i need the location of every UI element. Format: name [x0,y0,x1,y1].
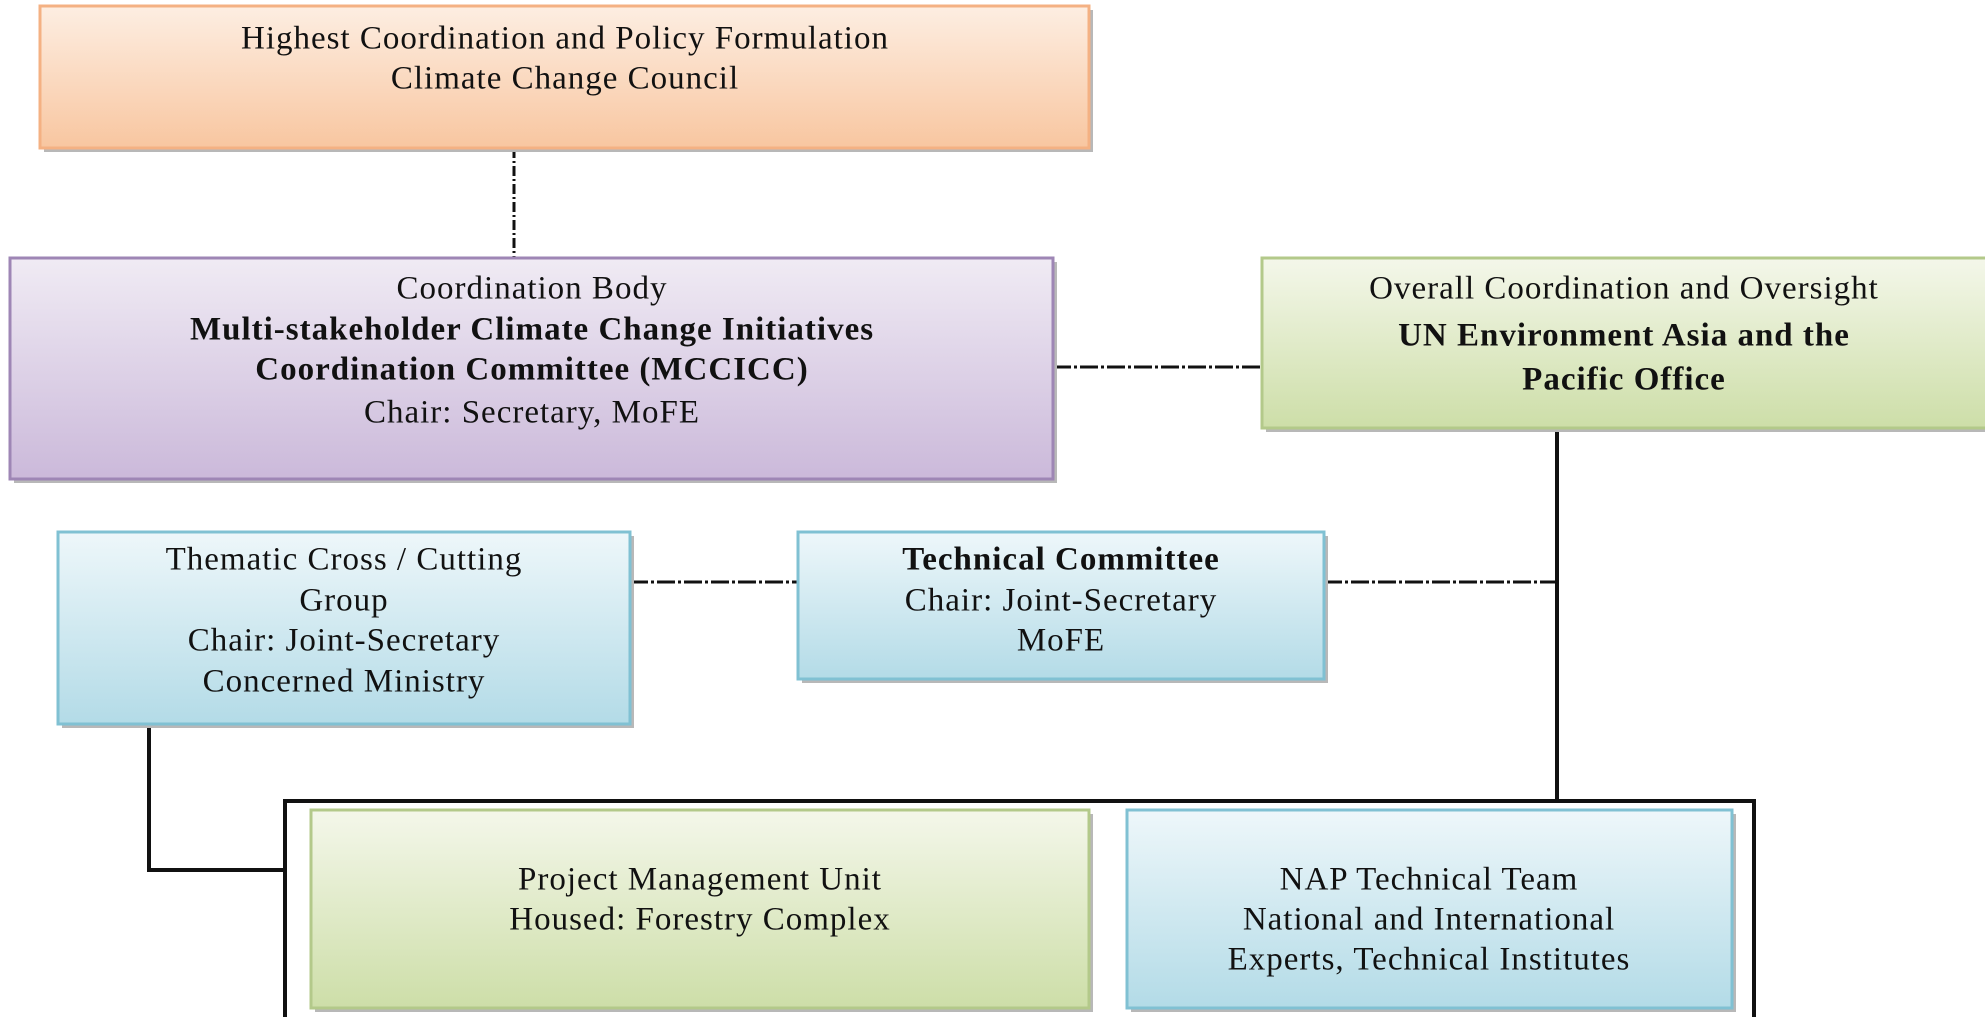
box-un: Overall Coordination and Oversight UN En… [1260,256,1985,432]
box-council: Highest Coordination and Policy Formulat… [38,4,1093,152]
box-mccicc: Coordination Body Multi-stakeholder Clim… [8,256,1057,483]
box-text: MoFE [1017,623,1105,659]
box-text: Chair: Joint-Secretary [905,583,1218,619]
box-text: Chair: Joint-Secretary [188,623,501,659]
group-frame [283,799,1756,1017]
box-text: National and International [1243,902,1615,938]
box-pmu: Project Management Unit Housed: Forestry… [309,808,1093,1012]
box-text: UN Environment Asia and the [1398,318,1850,354]
connector [147,724,284,872]
box-text: Concerned Ministry [203,664,486,700]
box-text: Overall Coordination and Oversight [1369,271,1879,307]
box-text: Group [299,583,388,619]
box-text: Highest Coordination and Policy Formulat… [241,21,889,57]
box-text: Chair: Secretary, MoFE [364,395,700,431]
box-text: Climate Change Council [391,61,739,97]
box-text: NAP Technical Team [1280,862,1579,898]
box-text: Pacific Office [1522,362,1726,398]
box-text: Coordination Body [397,271,668,307]
box-text: Project Management Unit [518,862,882,898]
box-nap: NAP Technical Team National and Internat… [1125,808,1736,1012]
box-thematic: Thematic Cross / Cutting Group Chair: Jo… [56,530,634,728]
box-text: Thematic Cross / Cutting [166,542,523,578]
box-technical: Technical Committee Chair: Joint-Secreta… [796,530,1328,683]
box-text: Housed: Forestry Complex [509,902,890,938]
connectors [147,148,1559,872]
box-text: Technical Committee [902,542,1219,578]
box-text: Experts, Technical Institutes [1228,942,1631,978]
box-text: Multi-stakeholder Climate Change Initiat… [190,312,874,348]
box-text: Coordination Committee (MCCICC) [255,352,808,388]
